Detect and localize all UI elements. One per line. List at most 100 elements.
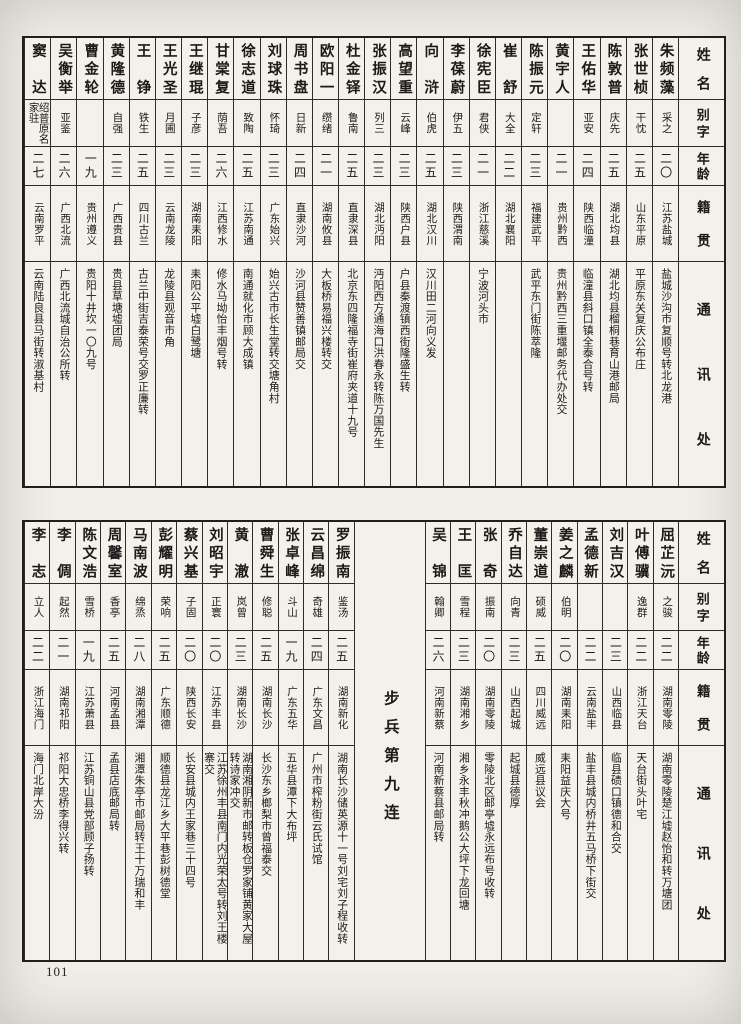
name-cell: 李倜 [50,522,75,584]
age-text: 二六 [430,636,445,664]
name-cell: 向浒 [417,38,443,100]
native-place-text: 湖北汉川 [425,201,437,246]
courtesy-name-cell: 列三 [365,100,391,147]
entry-column: 李葆蔚 伊五 二三 陕西渭南 [442,38,469,486]
name-cell: 窦达 [25,38,51,100]
age-text: 二五 [240,152,255,180]
age-cell: 二三 [227,631,253,670]
entry-column: 乔自达 向青 二三 山西起城 起城县德厚 [500,522,526,960]
address-text: 汉川田二河向义发 [424,268,437,359]
address-text: 湖南长沙储英源十一号刘宅刘子程收转 [335,752,348,945]
age-cell: 二二 [495,147,522,186]
address-cell [444,262,469,486]
address-cell [496,262,521,486]
name-cell: 王匡 [450,522,476,584]
native-place-text: 湖南攸县 [320,201,332,246]
name-text: 云昌绵 [308,527,325,578]
native-place-text: 直隶深县 [346,201,358,246]
name-text: 徐宪臣 [474,43,491,94]
courtesy-name-cell: 干忱 [626,100,652,147]
native-place-cell: 江苏南通 [234,186,260,262]
entry-column: 崔舒 大全 二二 湖北襄阳 [494,38,522,486]
courtesy-name-cell: 修聪 [253,584,278,631]
address-text: 河南新蔡县邮局转 [431,752,444,843]
section-divider: 步兵第九连 [353,522,425,960]
name-cell: 屈芷沅 [653,522,678,584]
name-cell: 张世桢 [626,38,652,100]
courtesy-name-text: 伯虎 [425,112,437,134]
native-place-text: 湖南祁阳 [57,685,69,730]
header-age-cell: 年龄 [679,147,724,186]
courtesy-name-cell: 振南 [476,584,501,631]
courtesy-name-text: 岚曾 [235,596,247,618]
address-text: 武平东门街陈萃隆 [528,268,541,359]
courtesy-name-cell: 鉴汤 [329,584,354,631]
address-text: 户县秦渡镇西街隆盛生转 [398,268,411,393]
native-place-cell: 广东始兴 [260,186,286,262]
courtesy-name-text: 向青 [509,596,521,618]
native-place-cell: 广西贵县 [103,186,129,262]
header-courtesy-cell: 别字 [679,100,724,147]
courtesy-name-text: 日新 [294,112,306,134]
entry-column: 曹舜生 修聪 二五 湖南长沙 长沙东乡榔梨市曾福泰交 [252,522,278,960]
address-cell: 临潼县斜口镇全泰合号转 [574,262,599,486]
courtesy-name-text: 伯明 [559,596,571,618]
age-cell: 二五 [600,147,626,186]
roster-table-top: 姓名 别字 年龄 籍贯 通讯处 朱频藻 采之 二〇 江苏盐城 盐城沙沟市复顺号转… [22,36,726,488]
roster-table-bottom: 姓名 别字 年龄 籍贯 通讯处 屈芷沅 之骏 二二 湖南零陵 湖南零陵楚江墟赵怡… [22,520,726,962]
address-cell: 湖南长沙储英源十一号刘宅刘子程收转 [329,746,353,960]
age-text: 二三 [109,152,124,180]
courtesy-name-cell: 亚安 [574,100,600,147]
address-text: 湘潭朱亭市邮局转王十万瑞和丰 [132,752,145,911]
courtesy-name-text: 伊五 [451,112,463,134]
name-cell: 云昌绵 [303,522,329,584]
address-cell: 江苏徐州丰县南门内光荣太号转刘王楼寨交 [203,746,227,960]
age-cell: 二六 [425,631,450,670]
address-cell: 河南新蔡县邮局转 [426,746,450,960]
native-place-cell: 广东五华 [278,670,303,746]
address-cell: 长安县城内王家巷三十四号 [177,746,201,960]
native-place-cell: 河南孟县 [101,670,126,746]
name-text: 张振汉 [369,43,386,94]
courtesy-name-text: 鲁南 [346,112,358,134]
header-name-label: 姓名 [694,47,710,90]
entry-column: 杜金铎 鲁南 二五 直隶深县 北京东四隆福寺街崔府夹道十九号 [337,38,365,486]
age-cell: 二三 [450,631,476,670]
entry-column: 王匡 雪程 二三 湖南湘乡 湘乡永丰秋冲鹅公大坪下龙回塘 [449,522,476,960]
address-text: 起城县德厚 [508,752,521,809]
native-place-cell: 福建武平 [522,186,548,262]
age-cell: 二六 [51,147,77,186]
age-cell: 二五 [329,631,354,670]
name-text: 王匡 [455,527,472,578]
name-cell: 姜之麟 [552,522,577,584]
entry-column: 陈文浩 雪桥 一九 江苏萧县 江苏铜山县党部顾子扬转 [74,522,101,960]
courtesy-name-text: 硕威 [534,596,546,618]
entry-column: 孟德新 二二 云南盐丰 盐丰县城内桥井五马桥下街交 [576,522,602,960]
name-cell: 欧阳一 [312,38,338,100]
native-place-text: 广西贵县 [111,201,123,246]
header-courtesy-cell: 别字 [679,584,724,631]
address-text: 贵县草塘墟团局 [110,268,123,348]
native-place-text: 湖南零陵 [661,685,673,730]
header-native-label: 籍贯 [694,684,710,731]
address-text: 盐城沙沟市复顺号转北龙港 [659,268,672,404]
name-text: 孟德新 [582,527,599,578]
header-contact-cell: 通讯处 [679,746,724,960]
age-text: 二四 [580,152,595,180]
entry-column: 吴衡举 亚鉴 二六 广西北流 广西北流城自治公所转 [50,38,77,486]
native-place-cell: 湖南耒阳 [182,186,208,262]
name-text: 窦达 [29,43,46,94]
native-place-text: 湖北襄阳 [503,201,515,246]
entry-column: 陈振元 定轩 二三 福建武平 武平东门街陈萃隆 [521,38,548,486]
native-place-text: 云南盐丰 [585,685,597,730]
native-place-cell: 云南罗平 [25,186,51,262]
age-cell: 二三 [260,147,286,186]
native-place-text: 浙江天台 [635,685,647,730]
header-age-cell: 年龄 [679,631,724,670]
age-cell: 二一 [548,147,574,186]
courtesy-name-cell: 逸群 [628,584,653,631]
name-text: 王光圣 [160,43,177,94]
name-cell: 王铮 [129,38,155,100]
age-text: 二五 [106,636,121,664]
native-place-text: 广东五华 [285,685,297,730]
